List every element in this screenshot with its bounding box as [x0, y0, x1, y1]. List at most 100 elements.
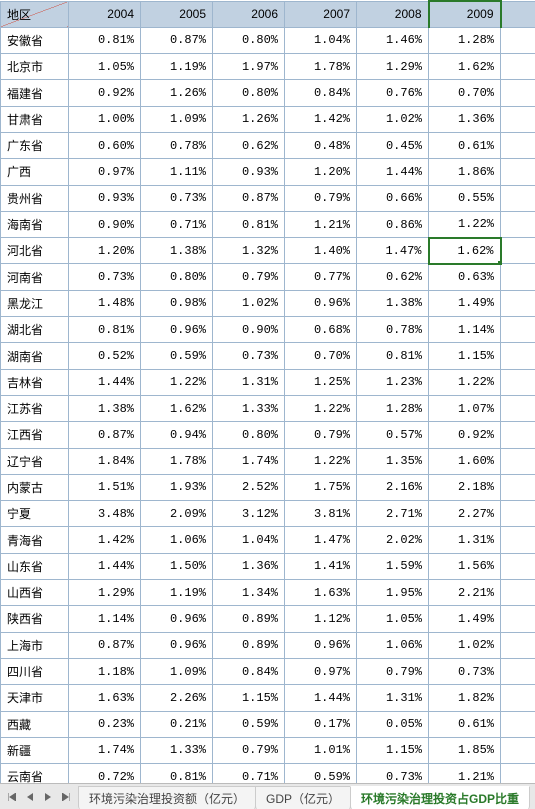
value-cell[interactable]: 1.38% — [141, 238, 213, 264]
value-cell[interactable]: 1.44% — [69, 553, 141, 579]
region-cell[interactable]: 湖北省 — [1, 317, 69, 343]
value-cell[interactable]: 0.45% — [357, 132, 429, 158]
value-cell[interactable]: 0.97% — [285, 658, 357, 684]
value-cell[interactable]: 2.71% — [357, 501, 429, 527]
value-cell[interactable]: 2.26% — [141, 685, 213, 711]
value-cell[interactable]: 3.81% — [285, 501, 357, 527]
value-cell-partial[interactable] — [501, 317, 535, 343]
value-cell[interactable]: 0.80% — [141, 264, 213, 290]
value-cell[interactable]: 0.63% — [429, 264, 501, 290]
value-cell[interactable]: 0.92% — [69, 80, 141, 106]
value-cell[interactable]: 1.15% — [213, 685, 285, 711]
value-cell[interactable]: 1.51% — [69, 474, 141, 500]
value-cell[interactable]: 0.98% — [141, 290, 213, 316]
value-cell[interactable]: 0.48% — [285, 132, 357, 158]
header-year-2004[interactable]: 2004 — [69, 1, 141, 27]
value-cell[interactable]: 1.56% — [429, 553, 501, 579]
region-cell[interactable]: 河南省 — [1, 264, 69, 290]
value-cell[interactable]: 1.02% — [429, 632, 501, 658]
value-cell[interactable]: 0.90% — [213, 317, 285, 343]
nav-last-icon[interactable] — [58, 789, 74, 805]
value-cell-partial[interactable] — [501, 580, 535, 606]
value-cell-partial[interactable] — [501, 711, 535, 737]
value-cell-partial[interactable] — [501, 159, 535, 185]
value-cell[interactable]: 1.02% — [357, 106, 429, 132]
value-cell[interactable]: 0.81% — [213, 211, 285, 237]
value-cell[interactable]: 1.33% — [213, 395, 285, 421]
value-cell[interactable]: 0.93% — [69, 185, 141, 211]
value-cell[interactable]: 1.47% — [357, 238, 429, 264]
value-cell[interactable]: 1.48% — [69, 290, 141, 316]
value-cell[interactable]: 1.15% — [429, 343, 501, 369]
value-cell[interactable]: 0.21% — [141, 711, 213, 737]
value-cell[interactable]: 1.33% — [141, 737, 213, 763]
value-cell[interactable]: 0.80% — [213, 422, 285, 448]
region-cell[interactable]: 江苏省 — [1, 395, 69, 421]
value-cell[interactable]: 1.19% — [141, 580, 213, 606]
value-cell[interactable]: 1.82% — [429, 685, 501, 711]
value-cell[interactable]: 1.38% — [357, 290, 429, 316]
value-cell[interactable]: 1.00% — [69, 106, 141, 132]
table-scroll[interactable]: 地区 2004 2005 2006 2007 2008 2009 安徽省0.81… — [0, 0, 535, 783]
value-cell[interactable]: 1.28% — [357, 395, 429, 421]
value-cell[interactable]: 1.29% — [69, 580, 141, 606]
value-cell[interactable]: 0.73% — [429, 658, 501, 684]
value-cell[interactable]: 1.22% — [285, 448, 357, 474]
header-year-2009[interactable]: 2009 — [429, 1, 501, 27]
value-cell[interactable]: 0.73% — [69, 264, 141, 290]
value-cell-partial[interactable] — [501, 211, 535, 237]
region-cell[interactable]: 吉林省 — [1, 369, 69, 395]
value-cell[interactable]: 1.97% — [213, 54, 285, 80]
value-cell[interactable]: 3.48% — [69, 501, 141, 527]
value-cell[interactable]: 1.75% — [285, 474, 357, 500]
value-cell[interactable]: 1.36% — [429, 106, 501, 132]
value-cell[interactable]: 1.59% — [357, 553, 429, 579]
value-cell-partial[interactable] — [501, 27, 535, 53]
value-cell-partial[interactable] — [501, 553, 535, 579]
value-cell[interactable]: 0.57% — [357, 422, 429, 448]
nav-next-icon[interactable] — [40, 789, 56, 805]
value-cell[interactable]: 1.34% — [213, 580, 285, 606]
value-cell[interactable]: 0.52% — [69, 343, 141, 369]
value-cell[interactable]: 2.09% — [141, 501, 213, 527]
value-cell[interactable]: 0.97% — [69, 159, 141, 185]
value-cell[interactable]: 0.81% — [357, 343, 429, 369]
value-cell[interactable]: 0.66% — [357, 185, 429, 211]
value-cell[interactable]: 1.62% — [429, 54, 501, 80]
value-cell[interactable]: 0.61% — [429, 711, 501, 737]
value-cell[interactable]: 0.73% — [141, 185, 213, 211]
value-cell[interactable]: 0.81% — [69, 317, 141, 343]
value-cell[interactable]: 0.90% — [69, 211, 141, 237]
value-cell[interactable]: 1.23% — [357, 369, 429, 395]
value-cell-partial[interactable] — [501, 54, 535, 80]
value-cell[interactable]: 0.59% — [285, 764, 357, 783]
value-cell[interactable]: 1.29% — [357, 54, 429, 80]
region-cell[interactable]: 新疆 — [1, 737, 69, 763]
region-cell[interactable]: 陕西省 — [1, 606, 69, 632]
nav-first-icon[interactable] — [4, 789, 20, 805]
value-cell[interactable]: 1.74% — [213, 448, 285, 474]
value-cell[interactable]: 1.06% — [141, 527, 213, 553]
value-cell[interactable]: 0.73% — [213, 343, 285, 369]
region-cell[interactable]: 甘肃省 — [1, 106, 69, 132]
value-cell[interactable]: 0.62% — [357, 264, 429, 290]
value-cell[interactable]: 0.89% — [213, 606, 285, 632]
region-cell[interactable]: 江西省 — [1, 422, 69, 448]
value-cell[interactable]: 0.79% — [285, 185, 357, 211]
value-cell-partial[interactable] — [501, 658, 535, 684]
header-year-2006[interactable]: 2006 — [213, 1, 285, 27]
value-cell[interactable]: 1.19% — [141, 54, 213, 80]
value-cell-partial[interactable] — [501, 343, 535, 369]
selection-handle[interactable] — [498, 261, 501, 264]
value-cell[interactable]: 1.22% — [429, 369, 501, 395]
value-cell[interactable]: 0.94% — [141, 422, 213, 448]
header-year-2008[interactable]: 2008 — [357, 1, 429, 27]
value-cell-partial[interactable] — [501, 80, 535, 106]
value-cell[interactable]: 0.05% — [357, 711, 429, 737]
value-cell[interactable]: 1.47% — [285, 527, 357, 553]
value-cell[interactable]: 1.02% — [213, 290, 285, 316]
value-cell-partial[interactable] — [501, 422, 535, 448]
value-cell[interactable]: 1.04% — [213, 527, 285, 553]
value-cell[interactable]: 0.79% — [357, 658, 429, 684]
region-cell[interactable]: 青海省 — [1, 527, 69, 553]
